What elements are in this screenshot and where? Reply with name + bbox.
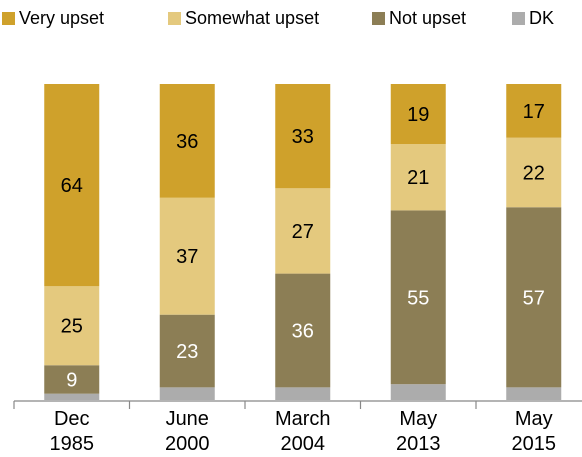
x-tick-label: 1985 <box>50 433 95 455</box>
data-label-not-upset: 57 <box>523 287 545 309</box>
bar-segment-dk <box>159 387 215 400</box>
data-label-not-upset: 23 <box>176 341 198 363</box>
bar-segment-not-upset <box>44 365 100 394</box>
legend-label-not-upset: Not upset <box>389 7 467 28</box>
data-label-somewhat-upset: 21 <box>407 167 429 189</box>
x-tick-label: 2015 <box>512 433 557 455</box>
bar-segment-very-upset <box>44 84 100 287</box>
data-label-very-upset: 19 <box>407 104 429 126</box>
data-label-not-upset: 9 <box>66 369 77 391</box>
data-label-somewhat-upset: 37 <box>176 246 198 268</box>
x-tick-label: May <box>399 408 437 430</box>
legend-item-dk: DK <box>512 7 554 29</box>
bar-segment-dk <box>44 393 100 400</box>
data-label-somewhat-upset: 25 <box>61 316 83 338</box>
data-label-very-upset: 36 <box>176 131 198 153</box>
bar-segment-dk <box>275 387 331 400</box>
legend-label-somewhat-upset: Somewhat upset <box>185 7 320 28</box>
legend-item-very-upset: Very upset <box>2 7 104 29</box>
legend-swatch-somewhat-upset <box>168 11 181 25</box>
legend-swatch-not-upset <box>372 11 385 25</box>
data-label-very-upset: 64 <box>61 175 83 197</box>
legend-swatch-dk <box>512 11 525 25</box>
bar-segment-very-upset <box>390 84 446 145</box>
bar-segment-somewhat-upset <box>390 144 446 211</box>
bar-segment-not-upset <box>390 210 446 385</box>
legend: Very upset Somewhat upset Not upset DK <box>0 0 582 40</box>
legend-swatch-very-upset <box>2 11 15 25</box>
bar-segment-not-upset <box>275 273 331 388</box>
bar-segment-very-upset <box>275 84 331 189</box>
data-label-not-upset: 36 <box>292 320 314 342</box>
legend-label-dk: DK <box>529 7 555 28</box>
x-tick-label: Dec <box>54 408 90 430</box>
data-label-not-upset: 55 <box>407 287 429 309</box>
bar-segment-not-upset <box>159 314 215 388</box>
data-label-very-upset: 17 <box>523 101 545 123</box>
x-tick-label: March <box>275 408 331 430</box>
bar-segment-somewhat-upset <box>159 197 215 315</box>
x-tick-label: June <box>166 408 209 430</box>
legend-item-somewhat-upset: Somewhat upset <box>168 7 319 29</box>
x-tick-label: May <box>515 408 553 430</box>
bar-segment-dk <box>390 384 446 400</box>
bar-segment-somewhat-upset <box>506 137 562 208</box>
data-label-very-upset: 33 <box>292 126 314 148</box>
legend-item-not-upset: Not upset <box>372 7 466 29</box>
data-label-somewhat-upset: 27 <box>292 221 314 243</box>
bar-segment-somewhat-upset <box>44 286 100 366</box>
bar-segment-somewhat-upset <box>275 188 331 274</box>
bar-segment-dk <box>506 387 562 400</box>
x-tick-label: 2000 <box>165 433 210 455</box>
bar-segment-very-upset <box>506 84 562 138</box>
bar-segment-very-upset <box>159 84 215 198</box>
x-tick-label: 2004 <box>281 433 326 455</box>
x-tick-label: 2013 <box>396 433 441 455</box>
data-label-somewhat-upset: 22 <box>523 162 545 184</box>
legend-label-very-upset: Very upset <box>19 7 105 28</box>
bar-segment-not-upset <box>506 207 562 388</box>
